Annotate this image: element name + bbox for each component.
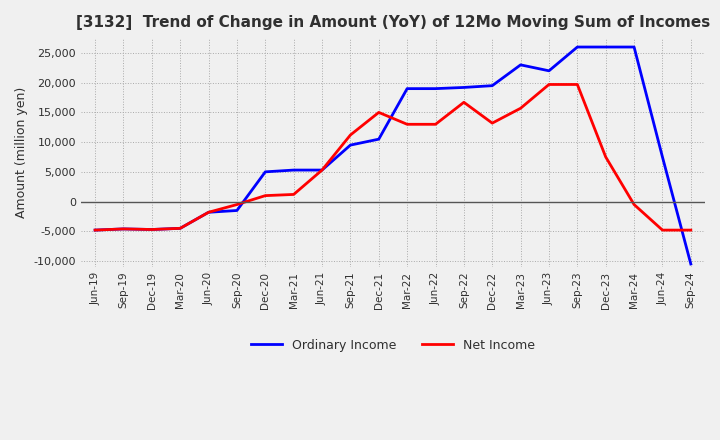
Ordinary Income [289,168,298,173]
Net Income [204,209,213,215]
Ordinary Income [686,261,695,267]
Ordinary Income [346,143,355,148]
Ordinary Income [233,208,241,213]
Net Income [630,202,639,207]
Net Income [374,110,383,115]
Ordinary Income [204,209,213,215]
Net Income [516,106,525,111]
Ordinary Income [119,226,127,231]
Net Income [431,121,440,127]
Net Income [91,227,99,233]
Line: Ordinary Income: Ordinary Income [95,47,690,264]
Net Income [289,192,298,197]
Ordinary Income [374,136,383,142]
Ordinary Income [402,86,411,91]
Net Income [402,121,411,127]
Y-axis label: Amount (million yen): Amount (million yen) [15,87,28,218]
Net Income [119,226,127,231]
Net Income [346,132,355,138]
Ordinary Income [658,154,667,160]
Net Income [488,121,497,126]
Ordinary Income [261,169,269,175]
Ordinary Income [459,85,468,90]
Net Income [686,227,695,233]
Net Income [544,82,553,87]
Net Income [233,202,241,207]
Ordinary Income [488,83,497,88]
Ordinary Income [431,86,440,91]
Ordinary Income [601,44,610,50]
Ordinary Income [91,227,99,233]
Net Income [601,154,610,160]
Ordinary Income [318,168,326,173]
Net Income [176,226,184,231]
Ordinary Income [148,227,156,232]
Ordinary Income [630,44,639,50]
Ordinary Income [176,226,184,231]
Ordinary Income [573,44,582,50]
Net Income [459,100,468,105]
Net Income [658,227,667,233]
Net Income [148,227,156,232]
Title: [3132]  Trend of Change in Amount (YoY) of 12Mo Moving Sum of Incomes: [3132] Trend of Change in Amount (YoY) o… [76,15,710,30]
Line: Net Income: Net Income [95,84,690,230]
Net Income [318,168,326,173]
Ordinary Income [516,62,525,67]
Ordinary Income [544,68,553,73]
Legend: Ordinary Income, Net Income: Ordinary Income, Net Income [246,334,540,357]
Net Income [261,193,269,198]
Net Income [573,82,582,87]
